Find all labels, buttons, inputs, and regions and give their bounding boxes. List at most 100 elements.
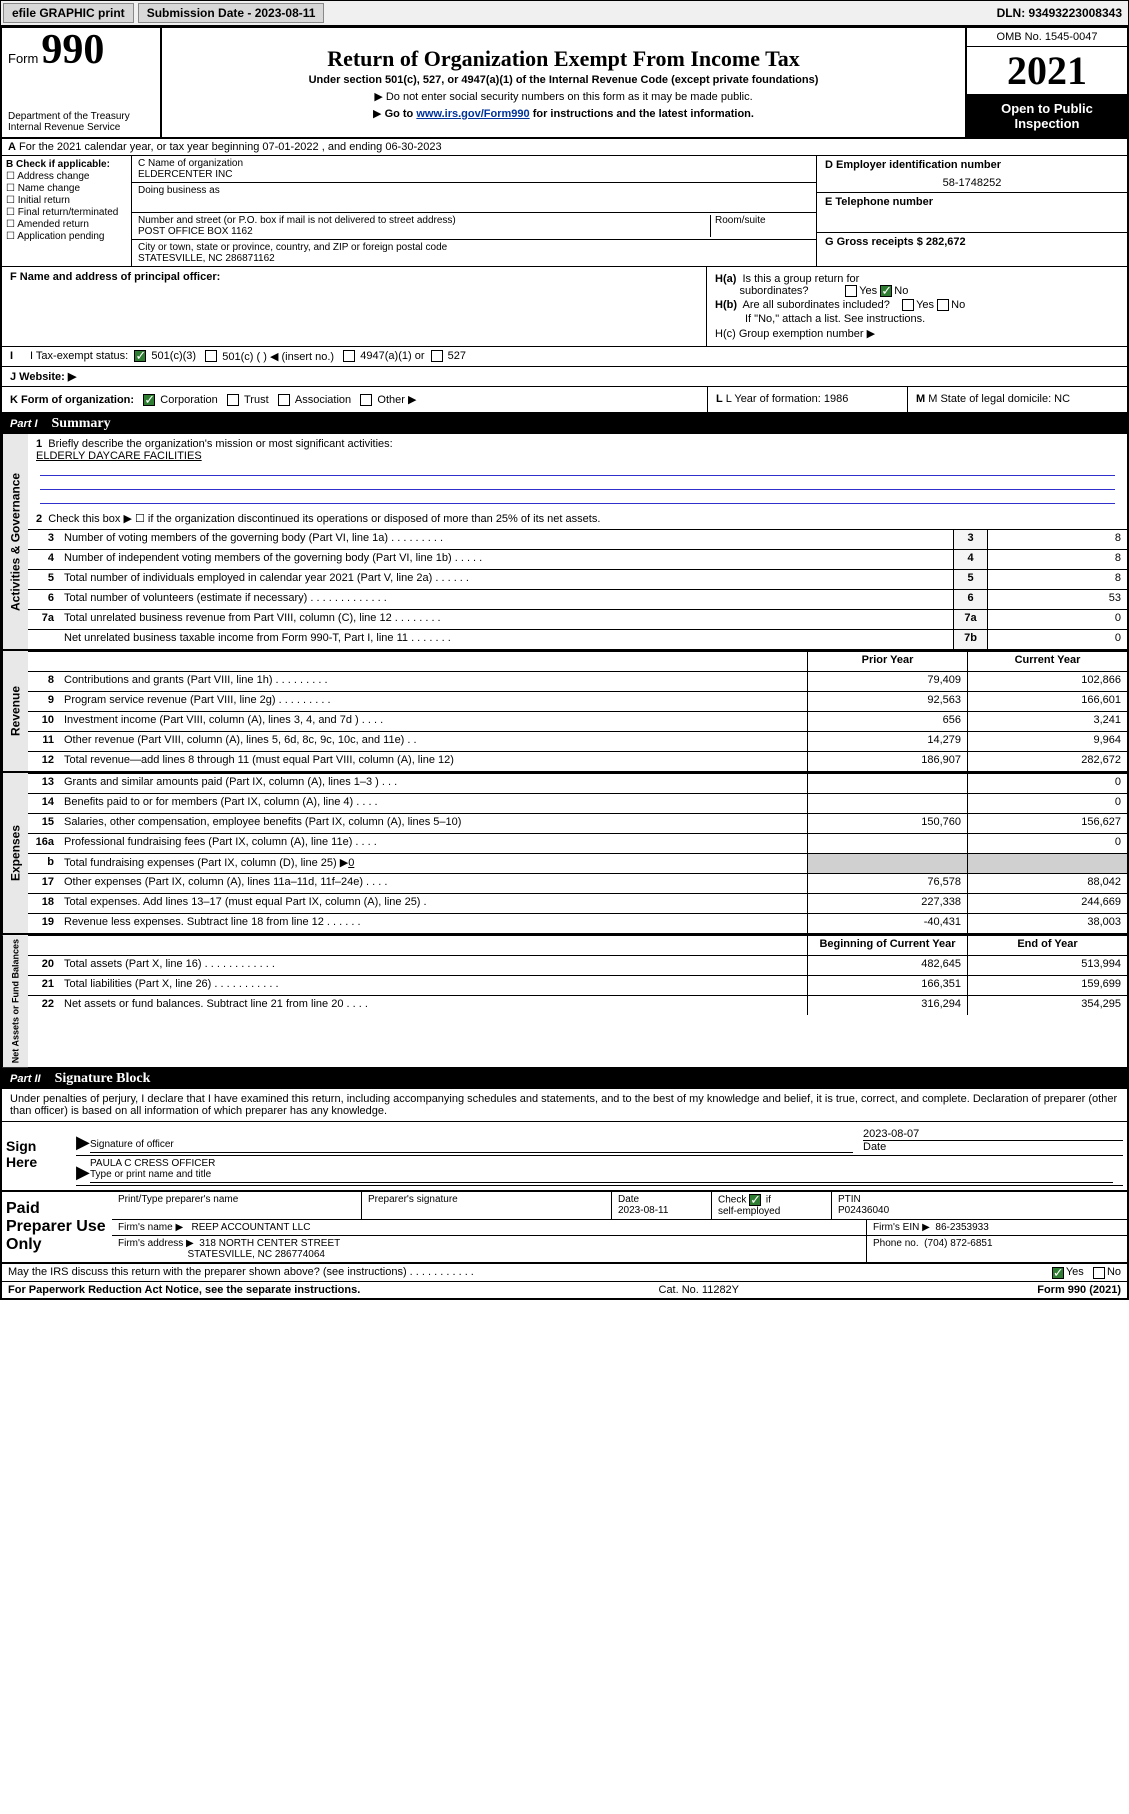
line7b-desc: Net unrelated business taxable income fr… xyxy=(60,630,953,649)
state-domicile: M M State of legal domicile: NC xyxy=(907,387,1127,412)
sig-date-value: 2023-08-07 xyxy=(863,1128,1123,1140)
hb-yes-checkbox[interactable] xyxy=(902,299,914,311)
current-year-hdr: Current Year xyxy=(967,652,1127,671)
ptin-label: PTIN xyxy=(838,1194,1121,1205)
form-number: 990 xyxy=(41,27,104,73)
other-checkbox[interactable] xyxy=(360,394,372,406)
line20-eoy: 513,994 xyxy=(967,956,1127,975)
address-change-checkbox[interactable]: Address change xyxy=(6,171,127,182)
firm-addr1: 318 NORTH CENTER STREET xyxy=(199,1238,340,1249)
line17-prior: 76,578 xyxy=(807,874,967,893)
line9-desc: Program service revenue (Part VIII, line… xyxy=(60,692,807,711)
line15-desc: Salaries, other compensation, employee b… xyxy=(60,814,807,833)
line13-prior xyxy=(807,774,967,793)
ssn-warning: Do not enter social security numbers on … xyxy=(170,90,957,103)
sign-here-label: Sign Here xyxy=(2,1122,72,1190)
501c3-checkbox[interactable] xyxy=(134,350,146,362)
amended-return-checkbox[interactable]: Amended return xyxy=(6,219,127,230)
ein-label: D Employer identification number xyxy=(825,159,1001,171)
line4-val: 8 xyxy=(987,550,1127,569)
firm-addr2: STATESVILLE, NC 286774064 xyxy=(187,1249,325,1260)
line9-prior: 92,563 xyxy=(807,692,967,711)
line4-desc: Number of independent voting members of … xyxy=(60,550,953,569)
dba-label: Doing business as xyxy=(138,185,810,196)
line20-desc: Total assets (Part X, line 16) . . . . .… xyxy=(60,956,807,975)
line8-curr: 102,866 xyxy=(967,672,1127,691)
prep-date-label: Date xyxy=(618,1194,705,1205)
subtitle-section: Under section 501(c), 527, or 4947(a)(1)… xyxy=(170,74,957,86)
line13-desc: Grants and similar amounts paid (Part IX… xyxy=(60,774,807,793)
line22-eoy: 354,295 xyxy=(967,996,1127,1015)
hb-no-checkbox[interactable] xyxy=(937,299,949,311)
address-value: POST OFFICE BOX 1162 xyxy=(138,226,710,237)
discuss-no-checkbox[interactable] xyxy=(1093,1267,1105,1279)
prep-date-value: 2023-08-11 xyxy=(618,1205,705,1216)
room-suite-label: Room/suite xyxy=(710,215,810,237)
firm-ein-label: Firm's EIN ▶ xyxy=(873,1222,930,1233)
line7a-val: 0 xyxy=(987,610,1127,629)
expenses-label: Expenses xyxy=(2,773,28,933)
city-value: STATESVILLE, NC 286871162 xyxy=(138,253,810,264)
line16b-desc: Total fundraising expenses (Part IX, col… xyxy=(60,854,807,873)
final-return-checkbox[interactable]: Final return/terminated xyxy=(6,207,127,218)
line11-desc: Other revenue (Part VIII, column (A), li… xyxy=(60,732,807,751)
firm-addr-label: Firm's address ▶ xyxy=(118,1238,194,1249)
officer-signature-field[interactable]: Signature of officer xyxy=(90,1139,853,1153)
4947-checkbox[interactable] xyxy=(343,350,355,362)
irs-label: Internal Revenue Service xyxy=(8,122,154,133)
firm-phone-label: Phone no. xyxy=(873,1238,919,1249)
preparer-sig-label: Preparer's signature xyxy=(362,1192,612,1219)
name-arrow-icon: ▶ xyxy=(76,1162,90,1183)
officer-name-field: PAULA C CRESS OFFICER Type or print name… xyxy=(90,1158,1113,1183)
efile-print-button[interactable]: efile GRAPHIC print xyxy=(3,3,134,23)
form-word: Form xyxy=(8,51,38,66)
line13-curr: 0 xyxy=(967,774,1127,793)
goto-instructions: Go to www.irs.gov/Form990 for instructio… xyxy=(170,107,957,120)
line14-curr: 0 xyxy=(967,794,1127,813)
line12-curr: 282,672 xyxy=(967,752,1127,771)
line19-curr: 38,003 xyxy=(967,914,1127,933)
line16a-curr: 0 xyxy=(967,834,1127,853)
501c-checkbox[interactable] xyxy=(205,350,217,362)
website-label: J Website: ▶ xyxy=(10,371,76,383)
discuss-yes-checkbox[interactable] xyxy=(1052,1267,1064,1279)
ptin-value: P02436040 xyxy=(838,1205,1121,1216)
line21-boy: 166,351 xyxy=(807,976,967,995)
prior-year-hdr: Prior Year xyxy=(807,652,967,671)
self-employed-checkbox[interactable] xyxy=(749,1194,761,1206)
name-change-checkbox[interactable]: Name change xyxy=(6,183,127,194)
paid-preparer-label: Paid Preparer Use Only xyxy=(2,1192,112,1262)
hb-note: If "No," attach a list. See instructions… xyxy=(715,313,1119,325)
ha-yes-checkbox[interactable] xyxy=(845,285,857,297)
line21-eoy: 159,699 xyxy=(967,976,1127,995)
line15-prior: 150,760 xyxy=(807,814,967,833)
ha-no-checkbox[interactable] xyxy=(880,285,892,297)
gross-receipts: G Gross receipts $ 282,672 xyxy=(825,236,966,248)
line18-curr: 244,669 xyxy=(967,894,1127,913)
line21-desc: Total liabilities (Part X, line 26) . . … xyxy=(60,976,807,995)
irs-form990-link[interactable]: www.irs.gov/Form990 xyxy=(416,108,529,120)
ha-group-return: H(a) Is this a group return for subordin… xyxy=(715,273,1119,297)
line3-val: 8 xyxy=(987,530,1127,549)
preparer-name-label: Print/Type preparer's name xyxy=(112,1192,362,1219)
hb-subordinates: H(b) Are all subordinates included? Yes … xyxy=(715,299,1119,311)
line10-curr: 3,241 xyxy=(967,712,1127,731)
tax-year-period: A For the 2021 calendar year, or tax yea… xyxy=(2,139,1127,156)
527-checkbox[interactable] xyxy=(431,350,443,362)
line10-prior: 656 xyxy=(807,712,967,731)
entity-info-block: B Check if applicable: Address change Na… xyxy=(2,156,1127,266)
line9-curr: 166,601 xyxy=(967,692,1127,711)
initial-return-checkbox[interactable]: Initial return xyxy=(6,195,127,206)
line14-prior xyxy=(807,794,967,813)
line16a-desc: Professional fundraising fees (Part IX, … xyxy=(60,834,807,853)
line5-val: 8 xyxy=(987,570,1127,589)
corporation-checkbox[interactable] xyxy=(143,394,155,406)
city-label: City or town, state or province, country… xyxy=(138,242,810,253)
trust-checkbox[interactable] xyxy=(227,394,239,406)
application-pending-checkbox[interactable]: Application pending xyxy=(6,231,127,242)
association-checkbox[interactable] xyxy=(278,394,290,406)
mission-label: Briefly describe the organization's miss… xyxy=(48,438,392,450)
org-name-value: ELDERCENTER INC xyxy=(138,169,810,180)
line14-desc: Benefits paid to or for members (Part IX… xyxy=(60,794,807,813)
line17-desc: Other expenses (Part IX, column (A), lin… xyxy=(60,874,807,893)
